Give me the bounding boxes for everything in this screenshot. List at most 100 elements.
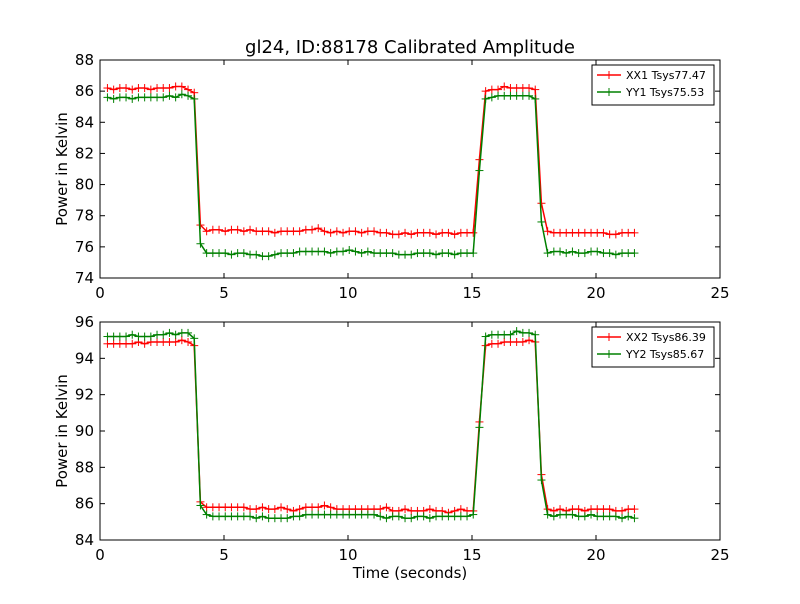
- data-point: [109, 94, 118, 103]
- y-tick-label: 92: [75, 386, 94, 404]
- legend: XX2 Tsys86.39 YY2 Tsys85.67: [591, 326, 715, 368]
- data-point: [289, 249, 298, 258]
- data-point: [432, 250, 441, 259]
- data-point: [221, 227, 230, 236]
- data-point: [630, 505, 639, 514]
- data-point: [618, 506, 627, 515]
- data-point: [239, 249, 248, 258]
- data-point: [382, 228, 391, 237]
- y-axis-label: Power in Kelvin: [53, 112, 71, 226]
- x-tick-label: 25: [710, 284, 729, 302]
- data-point: [549, 512, 558, 521]
- data-point: [401, 228, 410, 237]
- legend-label: YY2 Tsys85.67: [625, 348, 704, 361]
- data-point: [184, 337, 193, 346]
- data-point: [425, 228, 434, 237]
- data-point: [394, 230, 403, 239]
- data-point: [630, 514, 639, 523]
- data-point: [630, 228, 639, 237]
- data-point: [611, 512, 620, 521]
- data-point: [283, 505, 292, 514]
- data-point: [500, 82, 509, 91]
- x-tick-label: 0: [95, 546, 105, 564]
- data-point: [252, 250, 261, 259]
- data-point: [295, 512, 304, 521]
- data-point: [171, 330, 180, 339]
- data-point: [351, 247, 360, 256]
- data-point: [425, 505, 434, 514]
- data-point: [196, 239, 205, 248]
- y-tick-label: 96: [75, 313, 94, 331]
- y-tick-label: 94: [75, 349, 94, 367]
- data-point: [463, 512, 472, 521]
- legend-label: XX1 Tsys77.47: [626, 69, 706, 82]
- data-point: [270, 505, 279, 514]
- data-point: [444, 249, 453, 258]
- data-point: [339, 247, 348, 256]
- data-point: [475, 166, 484, 175]
- data-point: [357, 228, 366, 237]
- data-point: [332, 227, 341, 236]
- data-point: [407, 230, 416, 239]
- data-point: [444, 228, 453, 237]
- data-point: [140, 84, 149, 93]
- data-point: [568, 247, 577, 256]
- data-point: [122, 332, 131, 341]
- data-point: [630, 249, 639, 258]
- data-point: [277, 503, 286, 512]
- data-point: [345, 245, 354, 254]
- data-point: [580, 249, 589, 258]
- data-point: [481, 87, 490, 96]
- data-point: [128, 85, 137, 94]
- data-point: [165, 328, 174, 337]
- data-point: [122, 84, 131, 93]
- data-point: [382, 503, 391, 512]
- data-point: [122, 93, 131, 102]
- data-point: [184, 91, 193, 100]
- data-point: [295, 505, 304, 514]
- data-point: [270, 228, 279, 237]
- x-tick-label: 10: [338, 284, 357, 302]
- data-point: [146, 85, 155, 94]
- data-point: [215, 225, 224, 234]
- data-point: [525, 328, 534, 337]
- data-point: [611, 250, 620, 259]
- data-point: [456, 505, 465, 514]
- data-point: [326, 503, 335, 512]
- data-point: [202, 510, 211, 519]
- data-point: [177, 336, 186, 345]
- data-point: [376, 512, 385, 521]
- legend-box: [591, 64, 715, 106]
- data-point: [425, 249, 434, 258]
- data-point: [103, 84, 112, 93]
- y-axis-label: Power in Kelvin: [53, 374, 71, 488]
- x-tick-label: 25: [710, 546, 729, 564]
- chart-title: gl24, ID:88178 Calibrated Amplitude: [245, 37, 575, 58]
- x-tick-label: 15: [462, 546, 481, 564]
- data-point: [425, 514, 434, 523]
- data-point: [190, 334, 199, 343]
- data-point: [531, 94, 540, 103]
- data-point: [308, 225, 317, 234]
- series-line-2: [107, 93, 635, 257]
- data-point: [469, 510, 478, 519]
- data-point: [531, 330, 540, 339]
- data-point: [580, 512, 589, 521]
- data-point: [568, 510, 577, 519]
- data-point: [469, 249, 478, 258]
- data-point: [363, 247, 372, 256]
- data-point: [394, 512, 403, 521]
- data-point: [543, 227, 552, 236]
- data-point: [587, 510, 596, 519]
- data-point: [270, 250, 279, 259]
- x-tick-label: 5: [219, 546, 229, 564]
- data-point: [258, 503, 267, 512]
- data-point: [611, 230, 620, 239]
- data-point: [171, 93, 180, 102]
- y-tick-label: 82: [75, 144, 94, 162]
- data-point: [370, 227, 379, 236]
- data-point: [177, 90, 186, 99]
- data-point: [432, 230, 441, 239]
